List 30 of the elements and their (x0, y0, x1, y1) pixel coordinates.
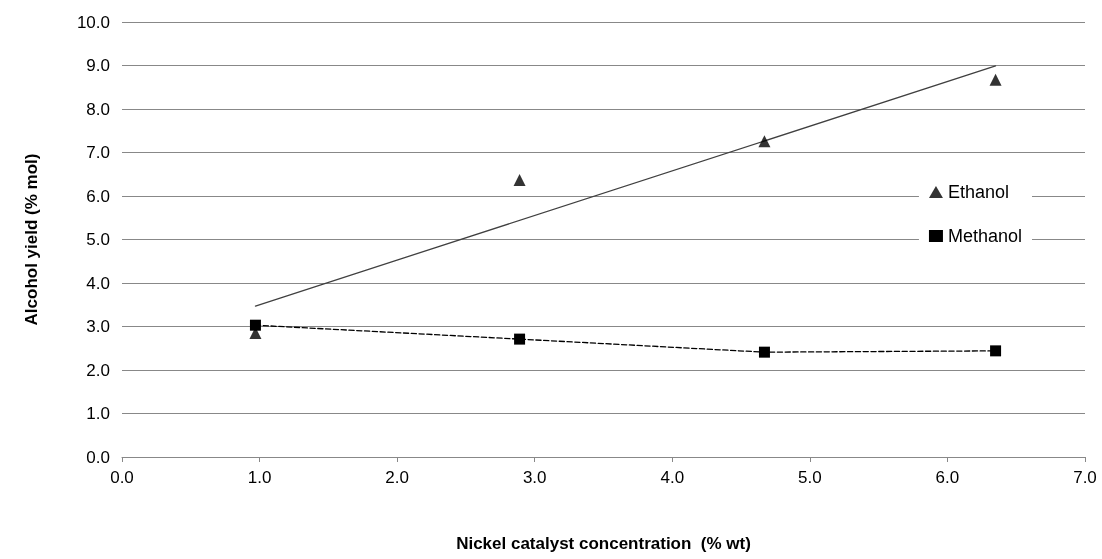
y-tick-label: 2.0 (86, 360, 110, 380)
x-tick-label: 6.0 (935, 468, 960, 487)
x-tick-label: 4.0 (660, 468, 685, 487)
y-axis-title: Alcohol yield (% mol) (22, 153, 41, 326)
y-tick-label: 5.0 (86, 230, 110, 249)
x-tick-label: 3.0 (522, 468, 547, 487)
x-tick-label: 0.0 (110, 468, 134, 487)
legend-label: Methanol (947, 226, 1023, 246)
point (758, 135, 771, 148)
point (513, 173, 526, 186)
y-tick-label: 1.0 (86, 404, 110, 423)
point (514, 333, 526, 345)
x-tick-label: 1.0 (247, 468, 272, 487)
y-tick-label: 7.0 (86, 143, 110, 162)
y-tick-label: 10.0 (76, 12, 110, 32)
y-tick-label: 9.0 (86, 56, 110, 75)
point (990, 345, 1002, 357)
x-tick-label: 2.0 (385, 468, 409, 487)
point (758, 346, 770, 358)
x-tick-label: 7.0 (1073, 468, 1097, 487)
point (989, 73, 1002, 86)
x-axis-title: Nickel catalyst concentration (% wt) (456, 534, 751, 553)
y-tick-label: 3.0 (86, 317, 110, 336)
y-tick-label: 4.0 (86, 273, 110, 293)
y-tick-label: 8.0 (86, 99, 110, 119)
x-tick-label: 5.0 (798, 468, 822, 487)
y-tick-label: 0.0 (86, 447, 110, 467)
legend-label: Ethanol (947, 182, 1010, 202)
y-tick-label: 6.0 (86, 186, 110, 206)
point (249, 319, 261, 331)
